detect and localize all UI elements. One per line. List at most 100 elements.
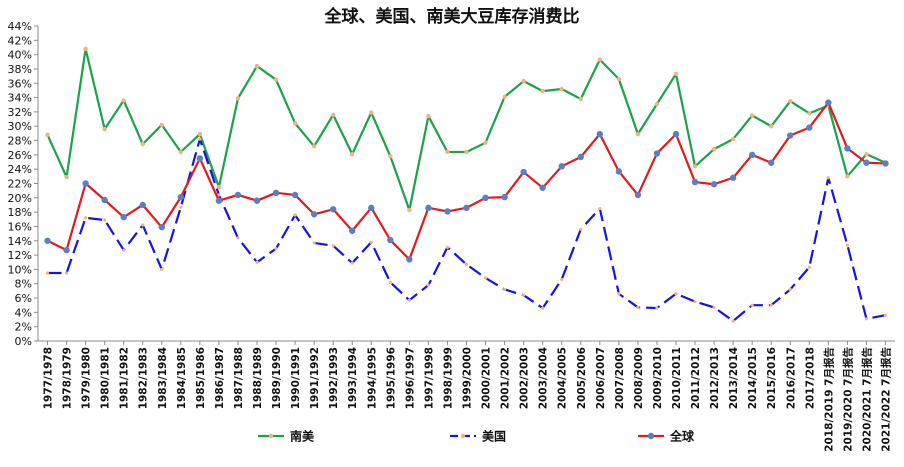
series-layer [44,46,889,323]
data-point [293,213,297,217]
data-point [597,57,603,62]
legend-marker [268,433,274,439]
x-tick-label: 1982/1983 [138,347,150,409]
data-point [83,46,88,52]
data-point [596,130,604,138]
y-tick-label: 40% [8,49,32,62]
data-point [463,204,470,212]
data-point [560,277,564,282]
data-point [103,218,107,222]
data-point [731,319,735,323]
y-tick-label: 18% [8,206,32,219]
x-tick-label: 2003/2004 [538,347,550,409]
data-point [177,193,185,201]
x-tick-label: 1997/1998 [423,347,435,409]
y-tick-label: 34% [8,92,32,105]
data-point [350,151,355,157]
data-point [483,276,488,280]
data-point [692,164,698,169]
data-point [387,236,394,244]
legend-item: 全球 [638,429,695,444]
data-point [749,113,755,118]
data-point [807,265,811,269]
x-tick-label: 2021/2022 7月报告 [879,347,892,452]
x-axis: 1977/1978 1978/1979 1979/1980 1980/1981 1981… [38,340,895,452]
x-tick-label: 1996/1997 [404,347,416,409]
x-tick-label: 2005/2006 [576,347,588,409]
data-point [368,204,375,212]
y-tick-label: 36% [8,77,32,90]
data-point [464,149,469,155]
data-point [844,145,851,152]
x-tick-label: 2006/2007 [595,347,607,409]
x-tick-label: 1981/1982 [119,347,131,409]
x-tick-label: 1978/1979 [62,347,74,409]
data-point [120,213,127,221]
x-tick-label: 2020/2021 7月报告 [860,347,873,452]
legend-label: 美国 [482,429,506,444]
data-point [388,280,392,284]
y-tick-label: 26% [8,149,32,162]
x-tick-label: 2018/2019 7月报告 [822,347,835,452]
data-point [63,246,70,254]
data-point [426,283,431,287]
data-point [502,287,507,292]
y-tick-label: 2% [15,321,32,334]
data-point [883,313,888,317]
data-point [160,267,164,272]
chart-title: 全球、美国、南美大豆库存消费比 [324,6,580,27]
series-line [46,47,886,212]
data-point [863,159,870,166]
legend-marker [647,432,655,440]
data-point [44,237,51,244]
series-1 [45,46,888,213]
data-point [882,160,889,167]
data-point [502,94,507,100]
x-tick-label: 1987/1988 [233,347,245,409]
series-3 [44,99,889,263]
data-point [196,155,204,162]
series-2 [45,137,888,323]
data-point [691,178,699,186]
data-point [254,63,260,69]
data-point [445,149,450,155]
data-point [255,260,259,264]
data-point [579,227,583,231]
data-point [407,298,411,302]
series-line [47,138,886,323]
data-point [807,111,812,116]
data-point [501,193,508,201]
data-point [330,112,336,117]
data-point [159,122,164,127]
data-point [140,141,145,147]
data-point [464,262,469,266]
data-point [197,131,203,137]
x-tick-label: 2002/2003 [519,347,531,409]
x-tick-label: 1991/1992 [309,347,321,409]
data-point [64,271,69,275]
data-point [748,151,756,159]
data-point [520,168,527,176]
data-point [216,184,222,190]
data-point [826,176,830,180]
data-point [522,293,526,297]
data-point [578,96,583,102]
data-point [729,174,737,181]
data-point [615,168,623,175]
data-point [864,151,869,157]
data-point [178,149,184,155]
data-point [483,140,488,145]
data-point [806,124,813,131]
data-point [253,197,261,204]
data-point [406,256,413,263]
x-tick-label: 1999/2000 [462,347,474,409]
data-point [693,300,697,304]
y-tick-label: 10% [8,263,32,276]
x-tick-label: 1992/1993 [328,347,340,409]
data-point [655,306,659,310]
data-point [388,154,393,159]
data-point [634,191,642,199]
x-tick-label: 1993/1994 [347,347,359,409]
data-point [139,201,146,209]
legend: 南美 美国 全球 [258,429,695,444]
